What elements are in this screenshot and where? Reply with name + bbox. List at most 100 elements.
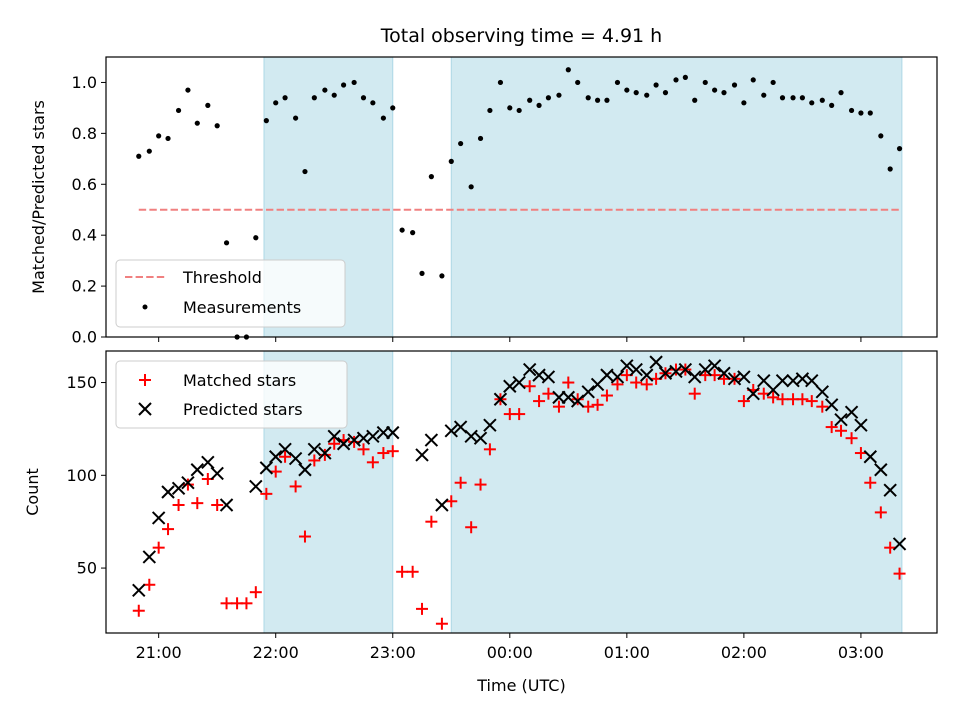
matched-star-marker <box>688 387 701 400</box>
measurement-point <box>829 102 835 108</box>
measurement-point <box>702 79 708 86</box>
predicted-star-marker <box>688 370 702 384</box>
bottom-x-axis: 21:00 22:00 23:00 00:00 01:00 02:00 03:00 <box>136 633 884 662</box>
matched-star-marker <box>240 597 253 610</box>
top-shaded-region-1 <box>450 56 903 338</box>
measurement-point <box>448 158 454 164</box>
x-tick-label: 21:00 <box>136 643 182 662</box>
measurement-point <box>351 79 357 86</box>
predicted-star-marker <box>424 433 439 447</box>
top-axes-frame <box>105 56 938 338</box>
matched-star-marker <box>132 604 145 617</box>
top-y-axis-label: Matched/Predicted stars <box>29 100 48 294</box>
matched-star-marker <box>816 400 829 413</box>
measurement-point <box>790 95 796 101</box>
matched-star-marker <box>552 400 565 413</box>
predicted-star-marker <box>824 398 839 412</box>
measurement-point <box>721 90 727 96</box>
measurement-point <box>340 82 347 88</box>
predicted-star-marker <box>522 362 537 377</box>
predicted-star-marker <box>883 483 897 497</box>
measurement-point <box>477 135 484 142</box>
matched-legend-swatch <box>139 374 151 386</box>
top-y-tick-label: 0.6 <box>72 175 97 194</box>
predicted-stars-series <box>132 355 907 598</box>
top-y-tick-label: 1.0 <box>72 73 97 92</box>
matched-star-marker <box>474 478 487 491</box>
measurement-point <box>536 102 542 108</box>
measurement-point <box>146 148 152 154</box>
measurement-point <box>380 115 386 121</box>
measurements-legend-swatch <box>142 304 148 310</box>
predicted-star-marker <box>620 359 634 373</box>
top-y-tick-label: 0.8 <box>72 124 97 143</box>
matched-star-marker <box>835 424 848 437</box>
measurement-point <box>644 92 650 98</box>
matched-star-marker <box>513 408 526 421</box>
predicted-star-marker <box>132 583 146 598</box>
matched-star-marker <box>366 456 379 469</box>
predicted-star-marker <box>581 385 595 399</box>
matched-star-marker <box>845 432 858 445</box>
measurement-point <box>770 79 776 86</box>
predicted-star-marker <box>288 451 303 466</box>
measurement-point <box>410 230 416 236</box>
matched-star-marker <box>483 443 496 456</box>
predicted-star-marker <box>678 362 693 377</box>
measurement-point <box>516 107 522 114</box>
matched-star-marker <box>308 454 321 467</box>
predicted-star-marker <box>746 386 760 401</box>
measurement-point <box>507 105 513 111</box>
matched-star-marker <box>172 498 185 511</box>
measurement-point <box>331 92 337 98</box>
measurement-point <box>712 87 718 93</box>
predicted-star-marker <box>600 368 614 382</box>
predicted-star-marker <box>219 498 234 512</box>
bottom-y-tick-label: 50 <box>77 559 97 578</box>
x-tick-label: 22:00 <box>253 643 299 662</box>
threshold-legend-label: Threshold <box>182 268 262 287</box>
measurement-point <box>487 107 493 114</box>
measurement-point <box>799 95 806 101</box>
matched-star-marker <box>776 393 789 406</box>
matched-star-marker <box>767 391 780 404</box>
measurement-point <box>390 105 396 111</box>
measurement-point <box>428 174 434 180</box>
matched-star-marker <box>854 447 867 460</box>
matched-star-marker <box>377 447 390 460</box>
predicted-star-marker <box>444 424 458 438</box>
bottom-legend: Matched stars Predicted stars <box>115 360 348 429</box>
predicted-star-marker <box>844 405 859 419</box>
measurement-point <box>399 227 405 233</box>
measurement-point <box>819 97 825 103</box>
measurement-point <box>360 95 367 101</box>
matched-star-marker <box>298 530 311 543</box>
measurement-point <box>273 100 279 106</box>
predicted-star-marker <box>874 463 888 477</box>
measurement-point <box>594 97 601 103</box>
predicted-star-marker <box>336 437 351 451</box>
predicted-star-marker <box>717 366 731 380</box>
measurement-point <box>585 95 591 101</box>
matched-star-marker <box>542 387 555 400</box>
bottom-legend-box <box>115 360 348 429</box>
predicted-star-marker <box>640 368 654 382</box>
matched-stars-series <box>132 363 906 630</box>
predicted-star-marker <box>649 355 663 369</box>
top-legend-box <box>115 259 346 328</box>
predicted-star-marker <box>737 370 751 384</box>
measurement-point <box>633 90 639 96</box>
x-tick-label: 01:00 <box>604 643 650 662</box>
top-x-ticks <box>158 337 862 342</box>
predicted-star-marker <box>493 392 508 406</box>
predicted-star-marker <box>318 446 332 460</box>
matched-star-marker <box>533 395 546 408</box>
predicted-star-marker <box>707 359 722 373</box>
predicted-legend-swatch <box>138 402 152 416</box>
matched-star-marker <box>640 378 653 391</box>
matched-star-marker <box>191 497 204 510</box>
matched-star-marker <box>523 380 536 393</box>
measurement-point <box>887 166 893 172</box>
predicted-star-marker <box>805 373 819 388</box>
